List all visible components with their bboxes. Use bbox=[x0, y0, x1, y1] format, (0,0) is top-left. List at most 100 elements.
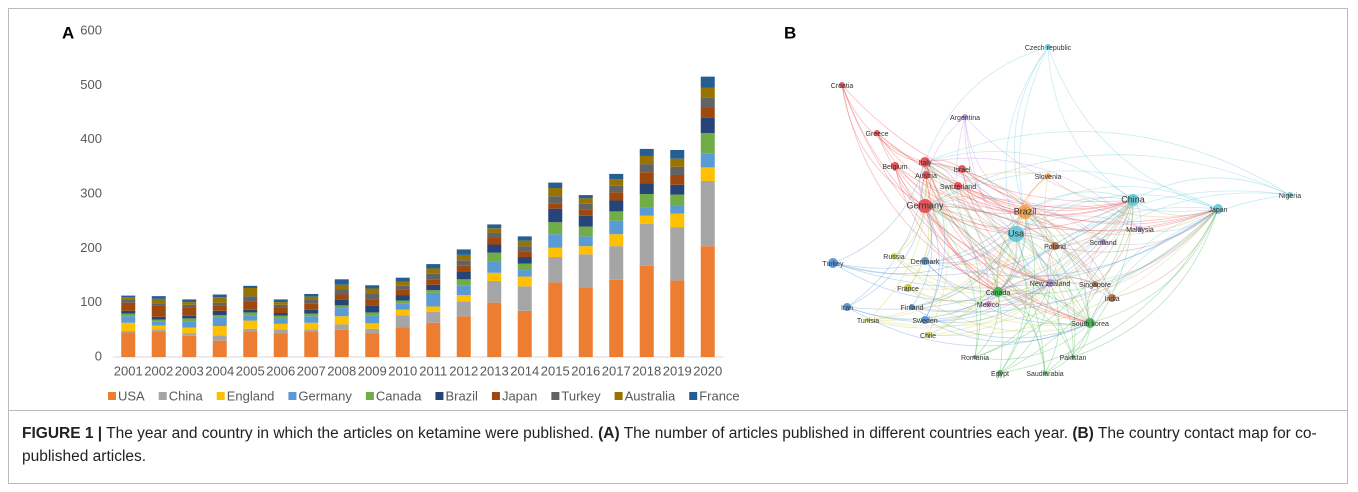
node-label: France bbox=[897, 286, 919, 293]
edge bbox=[1024, 211, 1091, 324]
bar-segment bbox=[548, 188, 563, 197]
bar-segment bbox=[121, 316, 136, 323]
node-label: Iran bbox=[841, 305, 853, 312]
edge bbox=[907, 282, 1051, 304]
bar-segment bbox=[273, 323, 288, 330]
edge bbox=[1089, 208, 1219, 324]
bar-segment bbox=[182, 299, 197, 303]
bar-segment bbox=[395, 295, 410, 301]
edge bbox=[924, 205, 1046, 374]
legend-swatch bbox=[216, 392, 225, 400]
bar-segment bbox=[334, 329, 349, 357]
x-tick-label: 2009 bbox=[358, 363, 387, 378]
bar-segment bbox=[609, 192, 624, 201]
bar-segment bbox=[243, 287, 258, 297]
edge bbox=[876, 132, 926, 163]
bar-segment bbox=[334, 294, 349, 300]
bar-segment bbox=[456, 279, 471, 286]
edge bbox=[987, 199, 1134, 305]
bar-segment bbox=[517, 246, 532, 252]
edge bbox=[956, 116, 999, 293]
edge bbox=[1094, 199, 1134, 285]
bar-segment bbox=[609, 185, 624, 193]
bar-segment bbox=[121, 299, 136, 303]
node-label: China bbox=[1121, 194, 1145, 204]
edge bbox=[974, 199, 1134, 358]
bar-segment bbox=[212, 310, 227, 316]
bar-segment bbox=[365, 288, 380, 294]
edge bbox=[924, 161, 1046, 374]
edge bbox=[925, 174, 999, 293]
edge bbox=[867, 208, 1219, 327]
edge bbox=[1024, 185, 1219, 213]
bar-segment bbox=[365, 315, 380, 324]
bar-segment bbox=[151, 325, 166, 330]
bar-segment bbox=[212, 317, 227, 327]
node bbox=[1085, 318, 1095, 328]
bar-segment bbox=[670, 184, 685, 195]
edge bbox=[924, 199, 1134, 321]
edge bbox=[924, 161, 1017, 235]
node bbox=[997, 370, 1003, 376]
edge bbox=[924, 161, 1056, 247]
edge bbox=[1044, 322, 1091, 374]
bar-segment bbox=[304, 329, 319, 333]
edge bbox=[867, 161, 927, 321]
edge bbox=[927, 233, 1017, 336]
edge bbox=[924, 161, 1003, 374]
bar-segment bbox=[609, 279, 624, 357]
node-label: Turkey bbox=[822, 261, 844, 268]
bar-segment bbox=[304, 299, 319, 304]
node-label: Saudiarabia bbox=[1026, 371, 1063, 378]
x-tick-label: 2012 bbox=[449, 363, 478, 378]
edge bbox=[961, 168, 1219, 225]
bar-segment bbox=[243, 301, 258, 310]
bar-segment bbox=[273, 318, 288, 324]
node bbox=[1008, 226, 1024, 242]
legend-label: Australia bbox=[625, 388, 676, 403]
x-tick-label: 2007 bbox=[297, 363, 326, 378]
node bbox=[1045, 173, 1051, 179]
edge bbox=[1024, 191, 1134, 213]
bar-segment bbox=[304, 332, 319, 357]
bar-segment bbox=[121, 313, 136, 317]
y-tick-label: 600 bbox=[80, 22, 102, 37]
bar-segment bbox=[456, 254, 471, 261]
bar-segment bbox=[212, 340, 227, 357]
node-label: Singapore bbox=[1079, 282, 1111, 289]
node-label: Nigeria bbox=[1279, 193, 1301, 200]
node-label: Croatia bbox=[831, 83, 854, 90]
bar-segment bbox=[426, 311, 441, 323]
bar-segment bbox=[395, 309, 410, 316]
bar-segment bbox=[426, 279, 441, 285]
bar-segment bbox=[487, 272, 502, 281]
bar-segment bbox=[151, 319, 166, 322]
bar-segment bbox=[639, 215, 654, 224]
bar-segment bbox=[273, 333, 288, 357]
node bbox=[920, 157, 930, 167]
bar-segment bbox=[273, 299, 288, 303]
bar-segment bbox=[456, 295, 471, 302]
edge bbox=[1044, 282, 1060, 374]
node-label: Switzerland bbox=[940, 184, 976, 191]
edge bbox=[961, 168, 1051, 284]
bar-segment bbox=[395, 303, 410, 310]
edge bbox=[997, 275, 1096, 293]
edge bbox=[924, 205, 1096, 285]
edge bbox=[1089, 208, 1219, 324]
bar-segment bbox=[151, 298, 166, 304]
x-tick-label: 2004 bbox=[205, 363, 234, 378]
bar-segment bbox=[517, 236, 532, 241]
bar-segment bbox=[700, 87, 715, 98]
bar-segment bbox=[517, 286, 532, 311]
edge bbox=[999, 211, 1035, 374]
bar-segment bbox=[487, 228, 502, 233]
edge bbox=[924, 319, 1091, 343]
edge bbox=[987, 208, 1219, 306]
bar-segment bbox=[212, 302, 227, 306]
node-label: Mexico bbox=[977, 302, 999, 309]
bar-segment bbox=[670, 280, 685, 357]
bar-segment bbox=[487, 280, 502, 303]
edge bbox=[924, 205, 999, 293]
bar-segment bbox=[578, 226, 593, 237]
